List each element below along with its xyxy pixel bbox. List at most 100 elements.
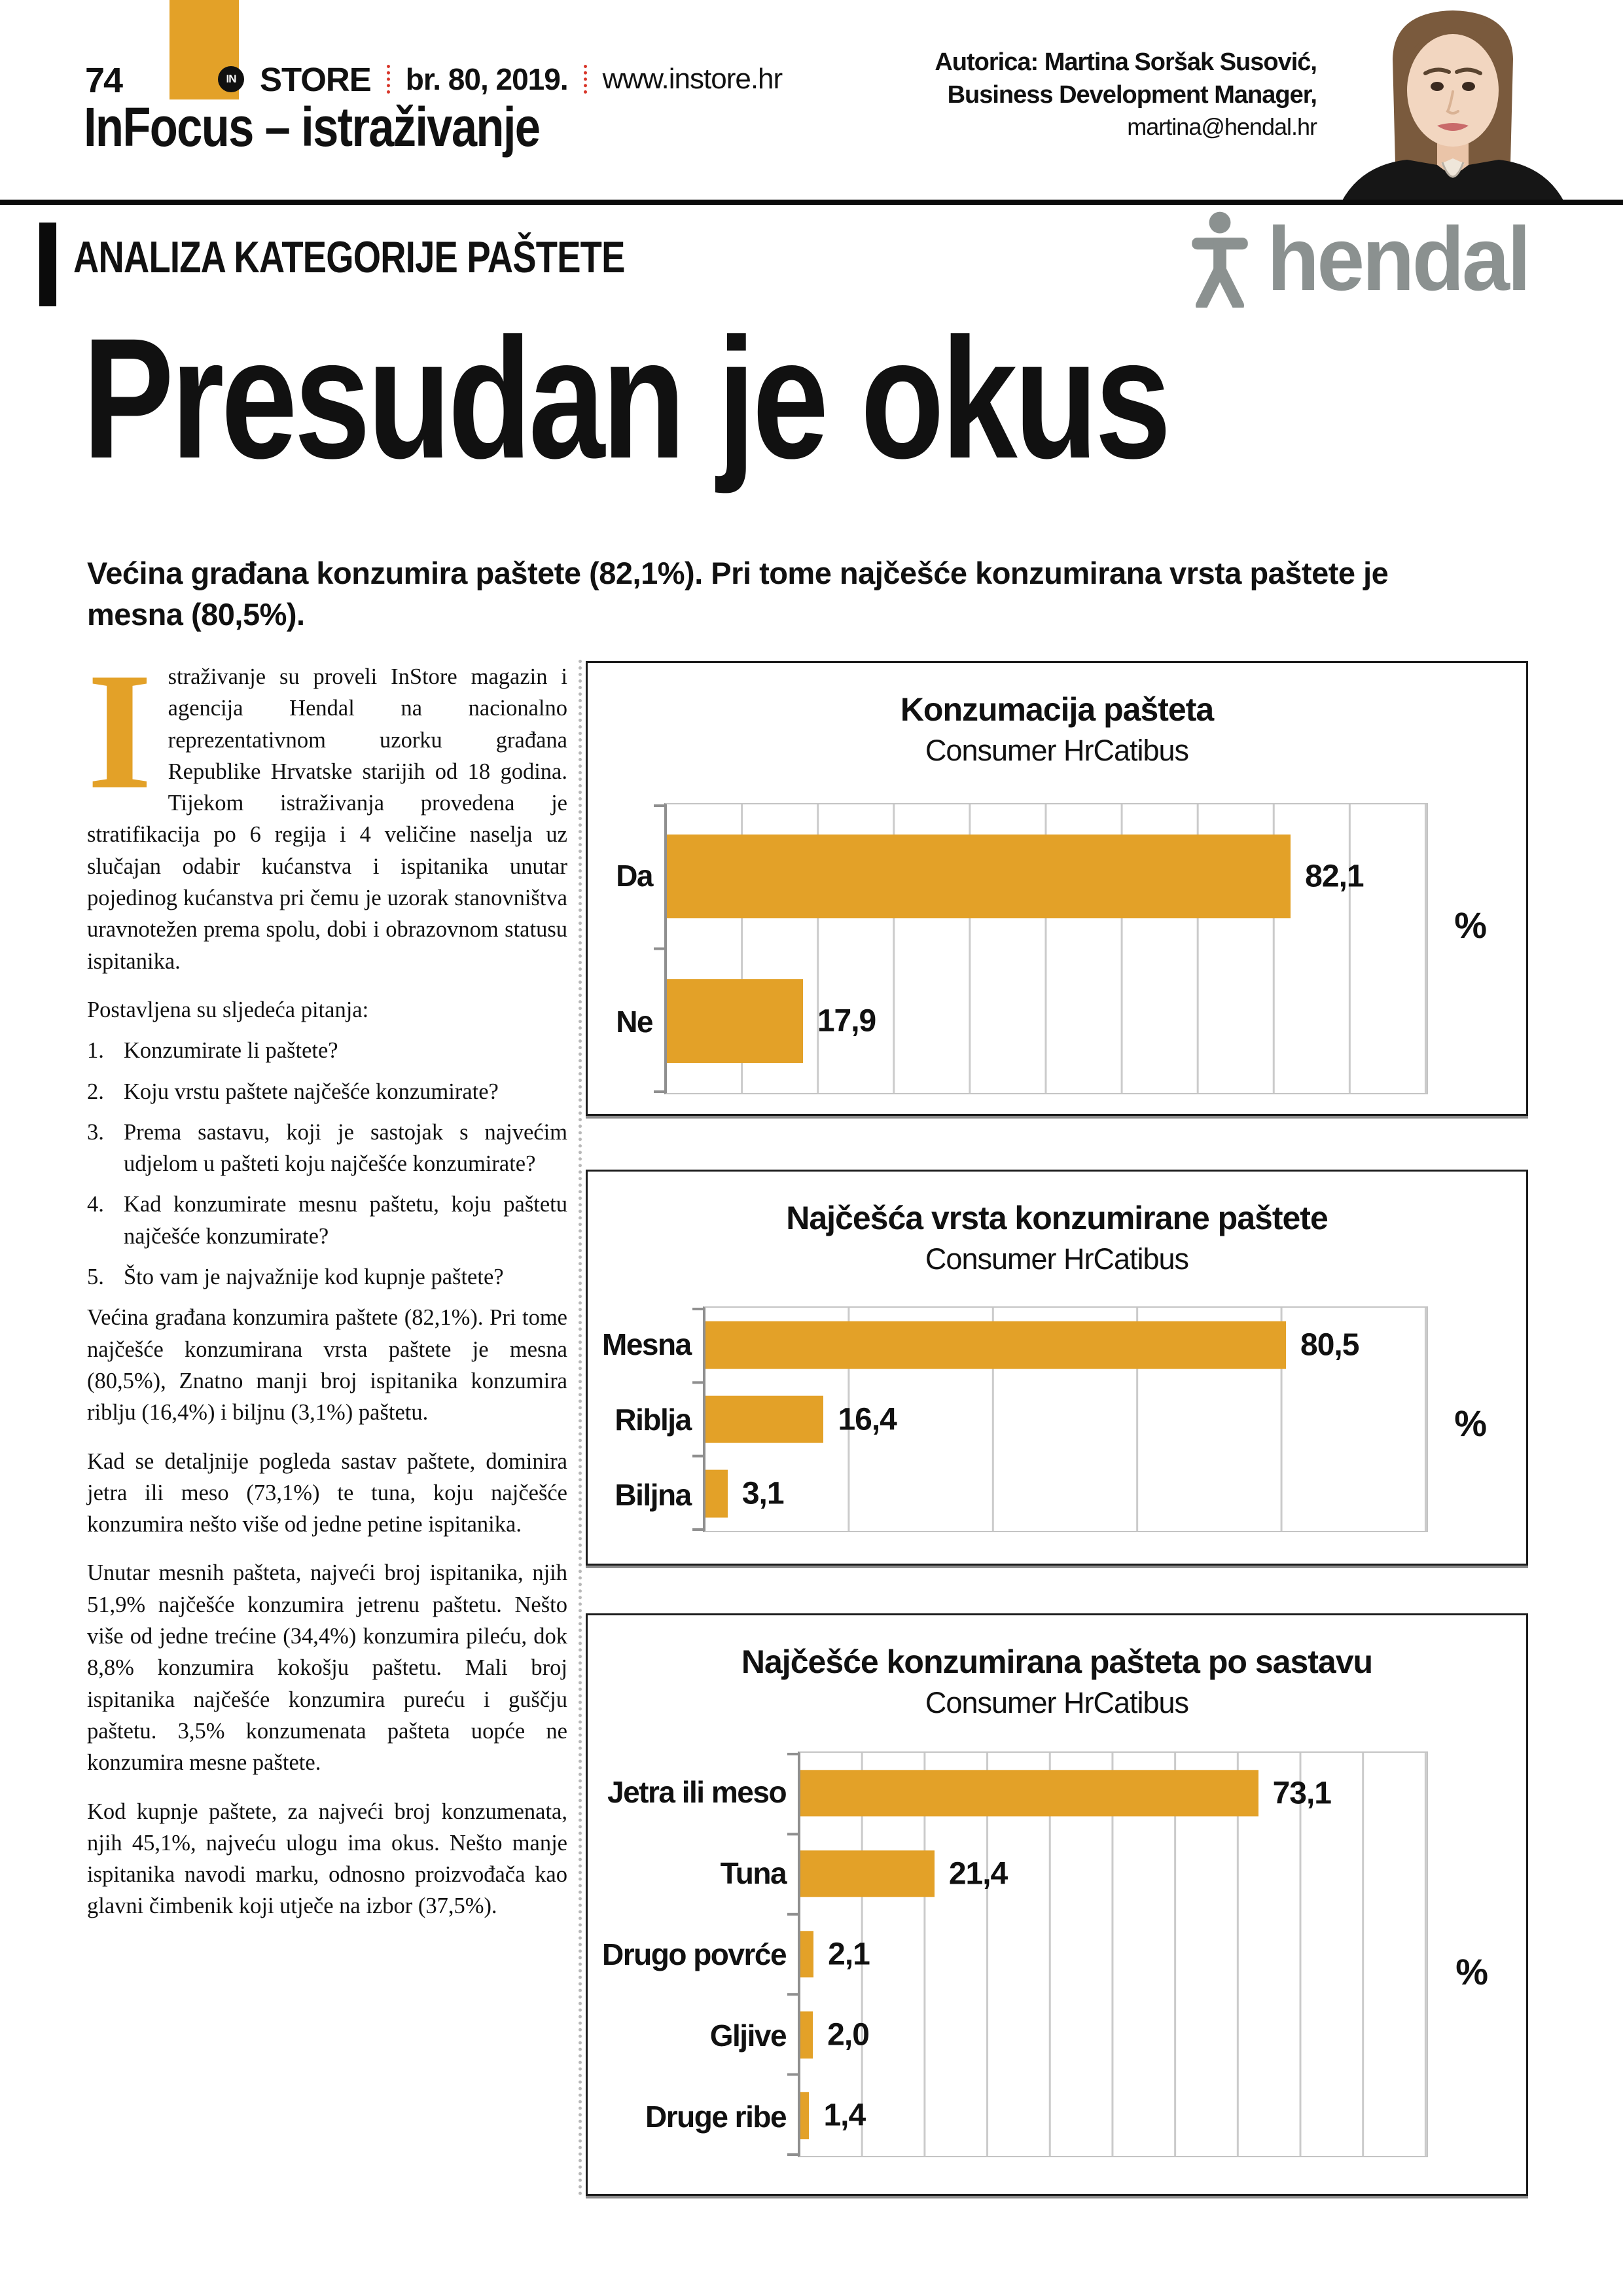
- bar-row: 21,4: [800, 1833, 1427, 1914]
- category-labels: Jetra ili meso Tuna Drugo povrće Gljive Drug…: [602, 1751, 798, 2157]
- magazine-name: STORE: [260, 60, 372, 98]
- author-name: Autorica: Martina Soršak Susović,: [935, 48, 1317, 76]
- category-label: Riblja: [615, 1402, 692, 1437]
- question-number: 4.: [87, 1192, 104, 1217]
- paragraph: Kod kupnje paštete, za najveći broj konz…: [87, 1799, 567, 1919]
- paragraph: Kad se detaljnije pogleda sastav paštete…: [87, 1448, 567, 1537]
- value-label: 73,1: [1272, 1776, 1332, 1811]
- question-item: 1. Konzumirate li paštete?: [87, 1035, 567, 1066]
- hendal-wordmark: hendal: [1267, 209, 1531, 310]
- chart-subtitle: Consumer HrCatibus: [925, 734, 1189, 767]
- bar: [667, 978, 803, 1063]
- value-label: 16,4: [838, 1402, 897, 1437]
- question-text: Što vam je najvažnije kod kupnje paštete…: [124, 1265, 504, 1290]
- bar: [705, 1321, 1287, 1369]
- chart-subtitle: Consumer HrCatibus: [925, 1686, 1189, 1719]
- author-block: Autorica: Martina Soršak Susović, Busine…: [935, 46, 1317, 143]
- question-text: Prema sastavu, koji je sastojak s najveć…: [124, 1119, 567, 1177]
- category-labels: Mesna Riblja Biljna: [602, 1306, 703, 1532]
- bar: [800, 2092, 810, 2140]
- bar: [705, 1395, 824, 1443]
- drop-cap: I: [87, 639, 152, 824]
- bar: [800, 1931, 814, 1978]
- instore-in-badge-icon: IN: [218, 66, 244, 92]
- bar-row: 82,1: [667, 804, 1427, 949]
- section-title: InFocus – istraživanje: [84, 96, 541, 158]
- bar: [800, 2011, 813, 2058]
- dotted-divider-icon: [386, 65, 390, 94]
- question-item: 3. Prema sastavu, koji je sastojak s najv…: [87, 1117, 567, 1180]
- axis-unit-label: %: [1455, 1951, 1488, 1992]
- bar: [800, 1769, 1258, 1817]
- value-label: 2,1: [828, 1937, 870, 1972]
- issue-number: br. 80, 2019.: [405, 62, 569, 96]
- article-kicker: ANALIZA KATEGORIJE PAŠTETE: [73, 232, 625, 282]
- bar-row: 2,0: [800, 1995, 1427, 2075]
- magazine-website-link[interactable]: www.instore.hr: [602, 63, 783, 95]
- kicker-bar: [39, 223, 56, 306]
- question-number: 1.: [87, 1038, 104, 1064]
- category-label: Gljive: [709, 2018, 787, 2053]
- bar-row: 73,1: [800, 1753, 1427, 1833]
- bar-row: 80,5: [705, 1308, 1427, 1382]
- category-label: Da: [616, 859, 653, 893]
- plot-wrap: Jetra ili meso Tuna Drugo povrće Gljive Drug…: [602, 1751, 1428, 2157]
- author-email-link[interactable]: martina@hendal.hr: [1127, 113, 1317, 141]
- article-lead: Većina građana konzumira paštete (82,1%)…: [87, 556, 1389, 632]
- bar-row: 17,9: [667, 949, 1427, 1094]
- bar: [800, 1850, 935, 1897]
- question-text: Konzumirate li paštete?: [124, 1038, 338, 1064]
- category-labels: Da Ne: [602, 803, 664, 1094]
- chart-pasteta-po-sastavu: Najčešće konzumirana pašteta po sastavu …: [586, 1613, 1528, 2196]
- page-number: 74: [85, 61, 123, 100]
- category-label: Drugo povrće: [602, 1937, 787, 1971]
- bar-row: 1,4: [800, 2075, 1427, 2156]
- questions-list: 1. Konzumirate li paštete? 2. Koju vrstu pa…: [87, 1035, 567, 1293]
- category-label: Jetra ili meso: [607, 1775, 787, 1809]
- bar-row: 3,1: [705, 1456, 1427, 1531]
- category-label: Druge ribe: [645, 2100, 787, 2134]
- bar-row: 2,1: [800, 1914, 1427, 1994]
- value-label: 17,9: [817, 1003, 876, 1039]
- paragraph: Unutar mesnih pašteta, najveći broj ispi…: [87, 1560, 567, 1776]
- bar: [705, 1469, 728, 1518]
- plot-wrap: Da Ne 82,1 17,9: [602, 803, 1428, 1094]
- questions-intro: Postavljena su sljedeća pitanja:: [87, 997, 369, 1022]
- hendal-logo: hendal: [1186, 211, 1543, 308]
- chart-subtitle: Consumer HrCatibus: [925, 1242, 1189, 1276]
- header-rule: [0, 200, 1623, 205]
- plot-area: 80,5 16,4 3,1: [692, 1306, 1428, 1532]
- chart-title: Konzumacija pašteta: [900, 691, 1214, 728]
- plot-wrap: Mesna Riblja Biljna 80,5 16,4 3,1: [602, 1306, 1428, 1532]
- category-label: Tuna: [720, 1856, 787, 1890]
- chart-title: Najčešća vrsta konzumirane paštete: [786, 1200, 1329, 1236]
- question-item: 5. Što vam je najvažnije kod kupnje pašte…: [87, 1261, 567, 1293]
- category-label: Mesna: [602, 1327, 692, 1361]
- question-item: 2. Koju vrstu paštete najčešće konzumirat…: [87, 1076, 567, 1107]
- plot-area: 73,1 21,4 2,1 2,0 1,4: [787, 1751, 1428, 2157]
- question-item: 4. Kad konzumirate mesnu paštetu, koju pa…: [87, 1189, 567, 1252]
- author-photo: [1322, 0, 1584, 202]
- magazine-header: IN STORE br. 80, 2019. www.instore.hr: [218, 60, 783, 98]
- paragraph: Većina građana konzumira paštete (82,1%)…: [87, 1305, 567, 1426]
- question-text: Kad konzumirate mesnu paštetu, koju pašt…: [124, 1192, 567, 1249]
- article-headline: Presudan je okus: [82, 302, 1171, 494]
- column-divider: [579, 660, 582, 2197]
- category-label: Ne: [616, 1004, 653, 1039]
- value-label: 3,1: [741, 1476, 785, 1511]
- value-label: 80,5: [1300, 1327, 1359, 1363]
- question-number: 2.: [87, 1079, 104, 1104]
- question-text: Koju vrstu paštete najčešće konzumirate?: [124, 1079, 499, 1104]
- value-label: 21,4: [948, 1856, 1008, 1892]
- chart-vrsta-pastete: Najčešća vrsta konzumirane paštete Consu…: [586, 1170, 1528, 1566]
- category-label: Biljna: [615, 1477, 692, 1512]
- bar: [667, 834, 1291, 919]
- value-label: 1,4: [823, 2098, 866, 2133]
- bar-row: 16,4: [705, 1382, 1427, 1457]
- question-number: 5.: [87, 1265, 104, 1290]
- question-number: 3.: [87, 1119, 104, 1145]
- hendal-person-icon: [1192, 211, 1248, 308]
